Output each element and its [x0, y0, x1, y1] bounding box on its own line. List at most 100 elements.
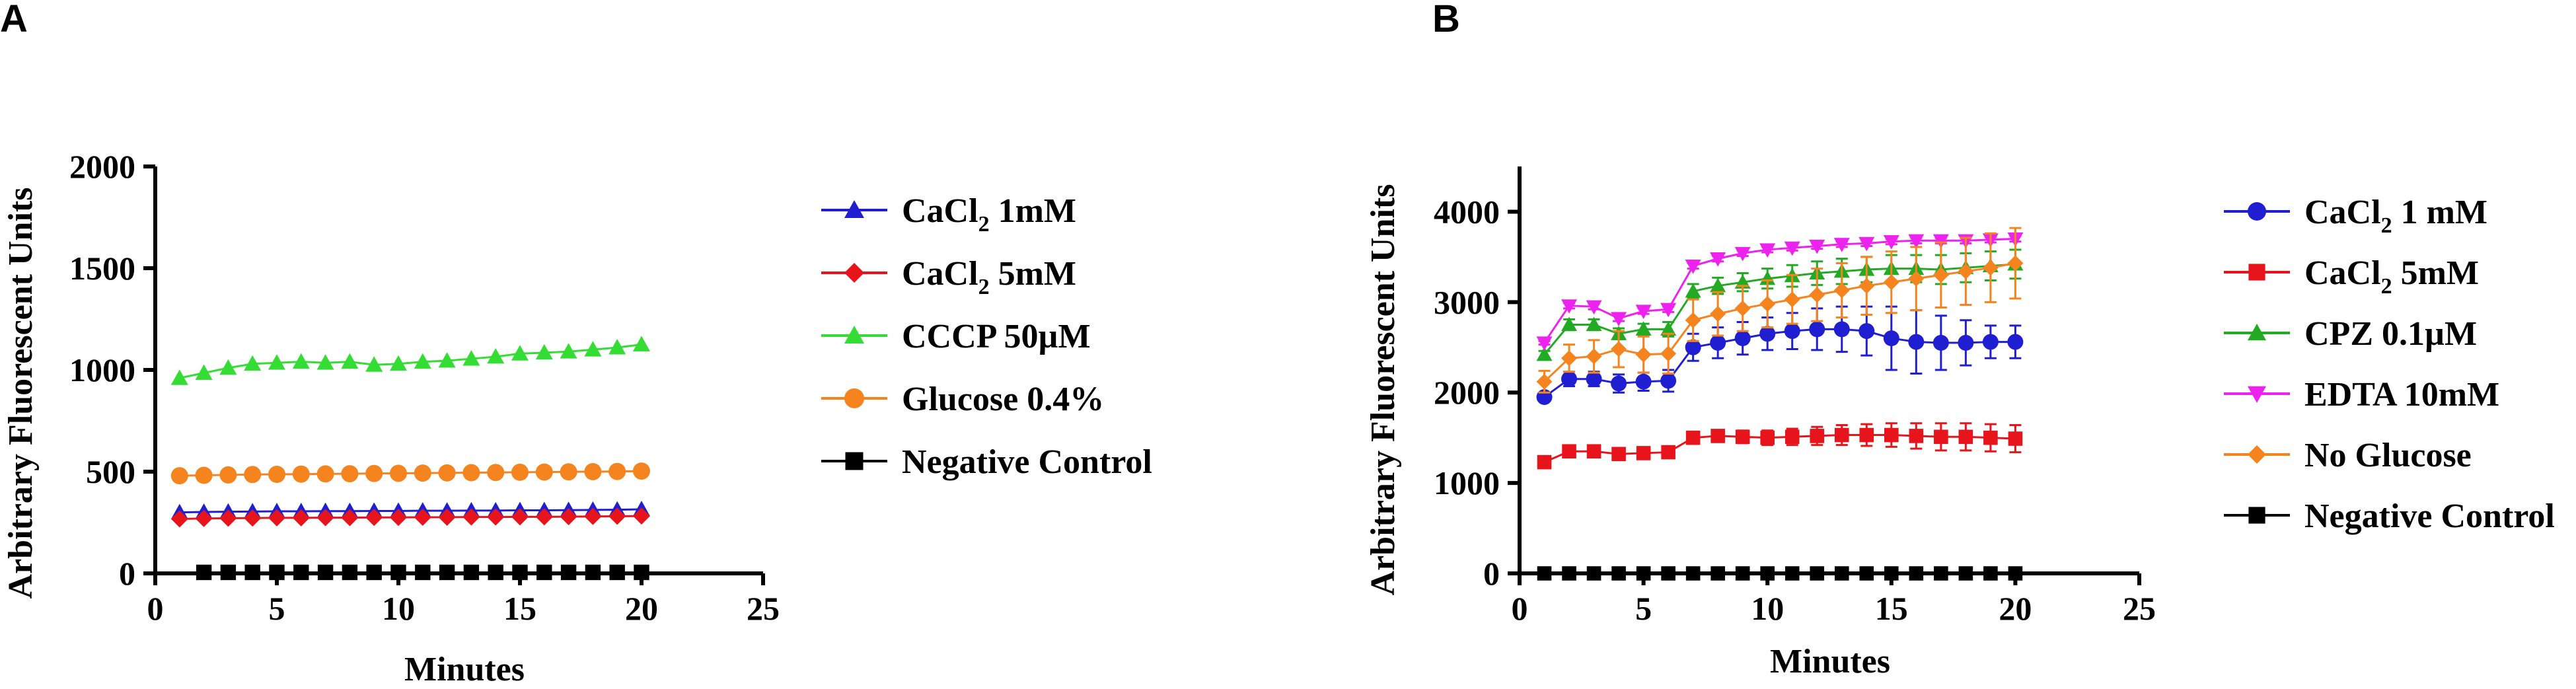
data-point — [1784, 323, 1800, 340]
data-point — [1710, 334, 1726, 351]
data-point — [1661, 566, 1675, 581]
data-point — [584, 507, 602, 525]
legend-marker — [845, 452, 864, 470]
panel-b-y-tick-label: 4000 — [1434, 193, 1500, 230]
data-point — [390, 564, 406, 581]
data-point — [1858, 277, 1875, 294]
data-point — [390, 509, 407, 526]
panel-a-x-tick-label: 20 — [625, 590, 658, 627]
data-point — [365, 464, 383, 482]
data-point — [511, 463, 529, 481]
data-point — [293, 564, 309, 581]
legend-label: Glucose 0.4% — [902, 381, 1104, 418]
data-point — [1636, 566, 1651, 581]
legend-marker — [844, 326, 864, 344]
data-point — [415, 564, 431, 581]
data-point — [1858, 323, 1875, 340]
data-point — [1983, 566, 1998, 581]
data-point — [1958, 566, 1973, 581]
data-point — [316, 354, 334, 370]
data-point — [170, 510, 188, 528]
legend-marker — [2248, 324, 2266, 341]
legend-label: CCCP 50µM — [902, 318, 1091, 355]
data-point — [633, 507, 650, 525]
data-point — [170, 369, 188, 385]
data-point — [1710, 252, 1726, 267]
panel-b-x-tick-label: 15 — [1875, 590, 1908, 627]
legend-label: EDTA 10mM — [2304, 376, 2499, 414]
legend-marker — [2248, 445, 2266, 464]
data-point — [1833, 282, 1850, 299]
data-point — [269, 564, 285, 581]
panel-a-y-tick-label: 1000 — [69, 351, 135, 388]
data-point — [1859, 566, 1874, 581]
data-point — [1561, 371, 1578, 387]
data-point — [219, 359, 237, 375]
data-point — [1685, 430, 1701, 445]
data-point — [1983, 430, 1998, 445]
data-point — [1611, 566, 1626, 581]
panel-a-x-tick-label: 25 — [747, 590, 780, 627]
data-point — [1685, 566, 1701, 581]
data-point — [1884, 566, 1899, 581]
data-point — [1685, 283, 1701, 298]
data-point — [487, 347, 505, 364]
data-point — [268, 509, 285, 526]
data-point — [1710, 277, 1726, 293]
data-point — [1660, 321, 1677, 336]
data-point — [609, 564, 625, 581]
data-point — [1586, 566, 1601, 581]
data-point — [1784, 241, 1800, 256]
data-point — [2008, 566, 2023, 581]
data-point — [1859, 427, 1874, 443]
legend-label: CaCl2 5mM — [902, 255, 1076, 299]
data-point — [1908, 334, 1925, 350]
legend-marker — [2248, 386, 2266, 403]
panel-b-ylabel: Arbitrary Fluorescent Units — [1364, 184, 1402, 596]
data-point — [439, 564, 455, 581]
data-point — [438, 352, 456, 368]
data-point — [341, 509, 359, 526]
data-point — [1958, 429, 1973, 445]
panel-b-y-tick-label: 2000 — [1434, 374, 1500, 411]
data-point — [1711, 566, 1725, 581]
panel-a-x-tick-label: 10 — [382, 590, 415, 627]
panel-a-xlabel: Minutes — [404, 651, 525, 688]
data-point — [1759, 326, 1776, 342]
data-point — [342, 564, 358, 581]
panel-b-series-cacl2-5mm — [1537, 422, 2023, 470]
data-point — [1660, 303, 1677, 318]
panel-b-series-cacl2-1-mm — [1536, 305, 2024, 406]
data-point — [560, 463, 577, 481]
data-point — [317, 564, 334, 581]
panel-b-x-tick-label: 20 — [1999, 590, 2032, 627]
data-point — [195, 466, 213, 484]
data-point — [1982, 260, 1999, 276]
data-point — [1982, 334, 1999, 350]
data-point — [1785, 429, 1800, 445]
panel-b-series-cpz-0-1-m — [1536, 248, 2024, 361]
data-point — [2008, 431, 2023, 446]
data-point — [1586, 371, 1602, 387]
data-point — [1710, 306, 1726, 322]
panel-b-legend-item: CPZ 0.1µM — [2224, 315, 2477, 353]
data-point — [463, 564, 480, 581]
data-point — [1661, 445, 1675, 460]
panel-b-y-tick-label: 0 — [1483, 555, 1500, 592]
panel-a-x-tick-label: 0 — [147, 590, 164, 627]
panel-a-series-glucose-0-4 — [170, 462, 650, 485]
data-point — [414, 464, 431, 482]
data-point — [1561, 299, 1578, 314]
data-point — [1785, 566, 1800, 581]
data-point — [195, 509, 213, 527]
data-point — [560, 508, 577, 526]
panel-b: B Arbitrary Fluorescent Units Minutes 0 1… — [1364, 0, 2555, 680]
data-point — [341, 465, 359, 483]
panel-a-y-tick-label: 0 — [119, 555, 135, 592]
data-point — [244, 355, 262, 371]
panel-a-ylabel: Arbitrary Fluorescent Units — [2, 188, 40, 599]
data-point — [1809, 321, 1825, 338]
data-point — [1611, 341, 1627, 357]
data-point — [584, 341, 602, 357]
